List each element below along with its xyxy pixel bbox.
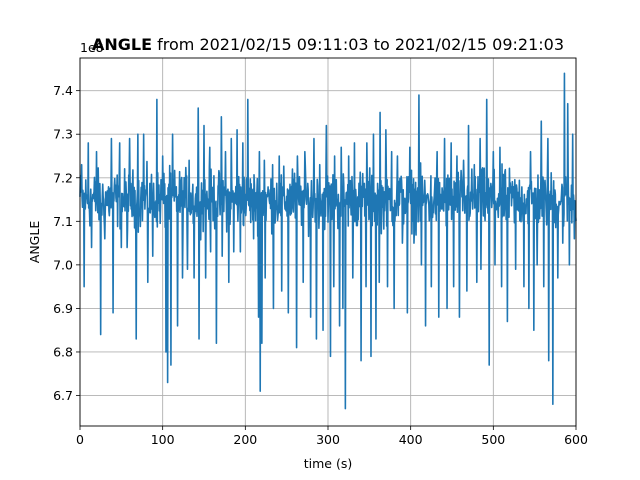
y-tick-label: 6.9 bbox=[53, 301, 73, 316]
x-tick-label: 300 bbox=[316, 432, 340, 447]
x-axis-ticks: 0 100 200 300 400 500 600 bbox=[76, 426, 588, 447]
y-tick-label: 7.1 bbox=[53, 214, 73, 229]
y-tick-label: 6.8 bbox=[53, 344, 73, 359]
y-tick-label: 7.0 bbox=[53, 257, 73, 272]
chart-title-bold: ANGLE bbox=[92, 35, 152, 54]
x-tick-label: 0 bbox=[76, 432, 84, 447]
y-axis-label: ANGLE bbox=[27, 221, 42, 264]
chart-title-rest: from 2021/02/15 09:11:03 to 2021/02/15 0… bbox=[152, 35, 564, 54]
x-axis-label: time (s) bbox=[304, 456, 352, 471]
x-tick-label: 100 bbox=[151, 432, 175, 447]
x-tick-label: 400 bbox=[399, 432, 423, 447]
x-tick-label: 500 bbox=[481, 432, 505, 447]
grid-lines bbox=[79, 58, 577, 426]
chart-title: ANGLE from 2021/02/15 09:11:03 to 2021/0… bbox=[92, 35, 564, 54]
series-line-angle bbox=[79, 72, 577, 410]
y-axis-offset-label: 1e8 bbox=[80, 40, 104, 55]
y-tick-label: 7.3 bbox=[53, 127, 73, 142]
y-tick-label: 7.4 bbox=[53, 83, 73, 98]
x-tick-label: 600 bbox=[564, 432, 588, 447]
x-tick-label: 200 bbox=[233, 432, 257, 447]
y-axis-ticks: 6.7 6.8 6.9 7.0 7.1 7.2 7.3 7.4 bbox=[53, 83, 80, 403]
series-layer bbox=[79, 72, 577, 410]
y-tick-label: 6.7 bbox=[53, 388, 73, 403]
y-tick-label: 7.2 bbox=[53, 170, 73, 185]
